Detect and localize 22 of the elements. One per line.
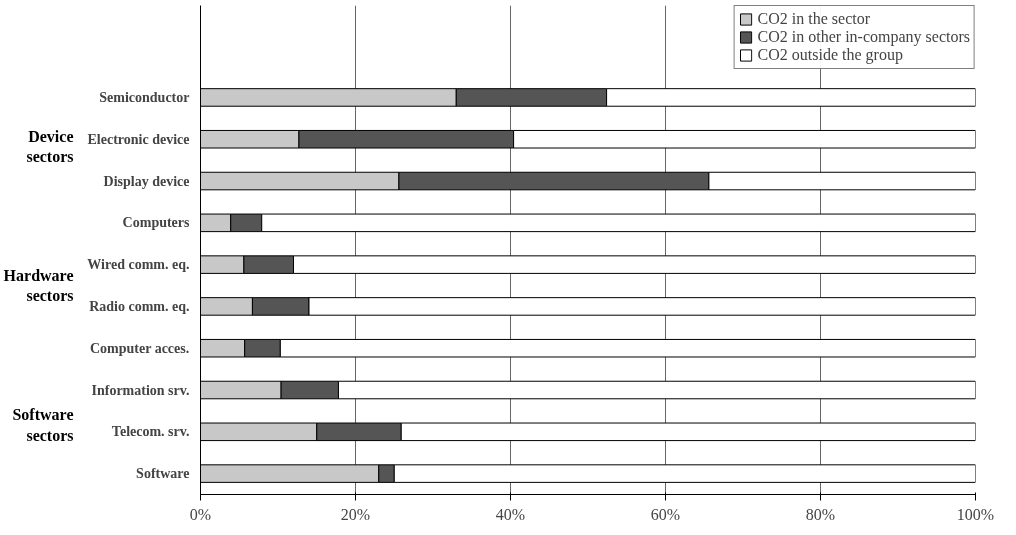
y-tick-label: Wired comm. eq. (87, 257, 190, 273)
y-tick-label: Electronic device (87, 131, 190, 147)
x-tick-label: 20% (340, 505, 371, 523)
y-tick-label: Computer acces. (89, 340, 190, 356)
text: Hardware sectors (3, 266, 74, 305)
y-tick-label: Radio comm. eq. (89, 298, 190, 314)
y-tick-label: Display device (103, 173, 190, 189)
legend-label: CO2 outside the group (757, 46, 903, 64)
y-tick-label: Telecom. srv. (111, 424, 190, 440)
text: Device sectors (26, 127, 74, 165)
y-tick-label: Information srv. (91, 382, 190, 398)
x-tick-label: 100% (956, 505, 995, 523)
y-tick-label: Software (136, 466, 190, 482)
x-tick-label: 80% (805, 505, 836, 523)
x-tick-label: 60% (650, 505, 681, 523)
text: Software sectors (12, 406, 74, 444)
x-tick-label: 0% (189, 505, 212, 523)
x-tick-label: 40% (495, 505, 526, 523)
y-tick-label: Semiconductor (99, 89, 190, 105)
legend-label: CO2 in the sector (757, 10, 871, 28)
legend-label: CO2 in other in-company sectors (757, 28, 970, 46)
y-tick-label: Computers (122, 215, 191, 231)
